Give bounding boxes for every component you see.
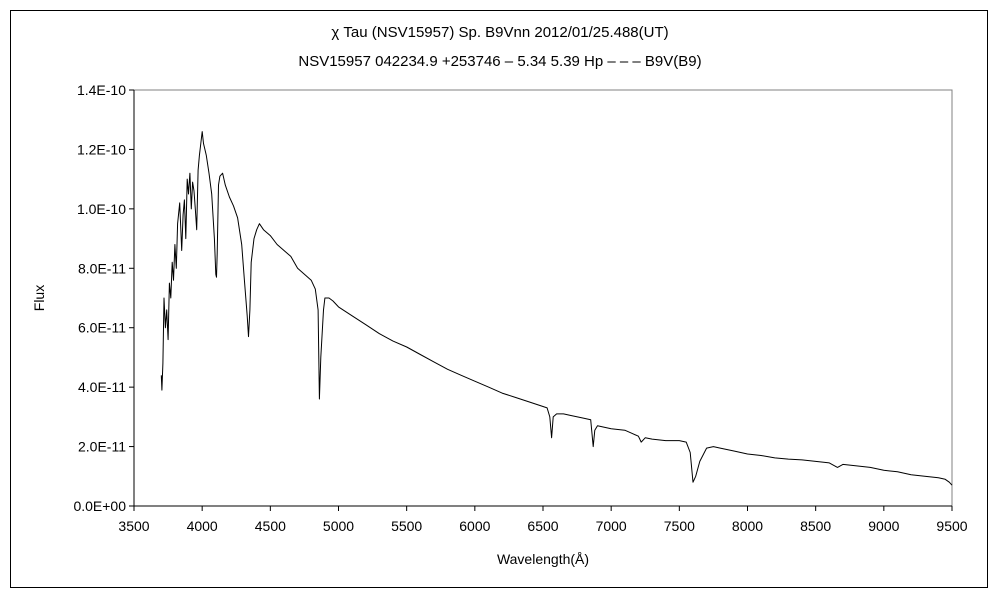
chart-subtitle: NSV15957 042234.9 +253746 – 5.34 5.39 Hp… (298, 53, 702, 70)
y-tick-label: 1.4E-10 (77, 82, 126, 98)
x-axis-label: Wavelength(Å) (497, 551, 589, 567)
spectrum-line-0 (160, 131, 953, 486)
x-tick-label: 9500 (936, 518, 967, 534)
y-tick-label: 1.0E-10 (77, 201, 126, 217)
y-tick-label: 1.2E-10 (77, 141, 126, 157)
y-tick-label: 8.0E-11 (78, 260, 126, 276)
y-tick-label: 2.0E-11 (78, 439, 126, 455)
x-tick-label: 3500 (118, 518, 149, 534)
x-tick-label: 8500 (800, 518, 831, 534)
x-tick-label: 6000 (459, 518, 490, 534)
x-tick-label: 8000 (732, 518, 763, 534)
y-tick-label: 0.0E+00 (73, 498, 126, 514)
x-tick-label: 5500 (391, 518, 422, 534)
y-axis: 0.0E+00 2.0E-11 4.0E-11 6.0E-11 8.0E-11 1.0E-… (73, 82, 135, 514)
y-tick-label: 6.0E-11 (78, 320, 126, 336)
x-tick-label: 5000 (323, 518, 354, 534)
chart-title: χ Tau (NSV15957) Sp. B9Vnn 2012/01/25.48… (331, 24, 669, 41)
x-tick-label: 7500 (664, 518, 695, 534)
x-axis: 3500 4000 4500 5000 5500 6000 6500 7000 7500 8000… (118, 505, 968, 534)
y-axis-label: Flux (31, 285, 47, 311)
x-tick-label: 4000 (187, 518, 218, 534)
x-tick-label: 9000 (868, 518, 899, 534)
chart-frame (10, 10, 988, 588)
x-tick-label: 7000 (596, 518, 627, 534)
plot-area (133, 89, 953, 507)
series-layer (160, 131, 953, 486)
x-tick-label: 4500 (255, 518, 286, 534)
y-tick-label: 4.0E-11 (78, 379, 126, 395)
x-tick-label: 6500 (527, 518, 558, 534)
